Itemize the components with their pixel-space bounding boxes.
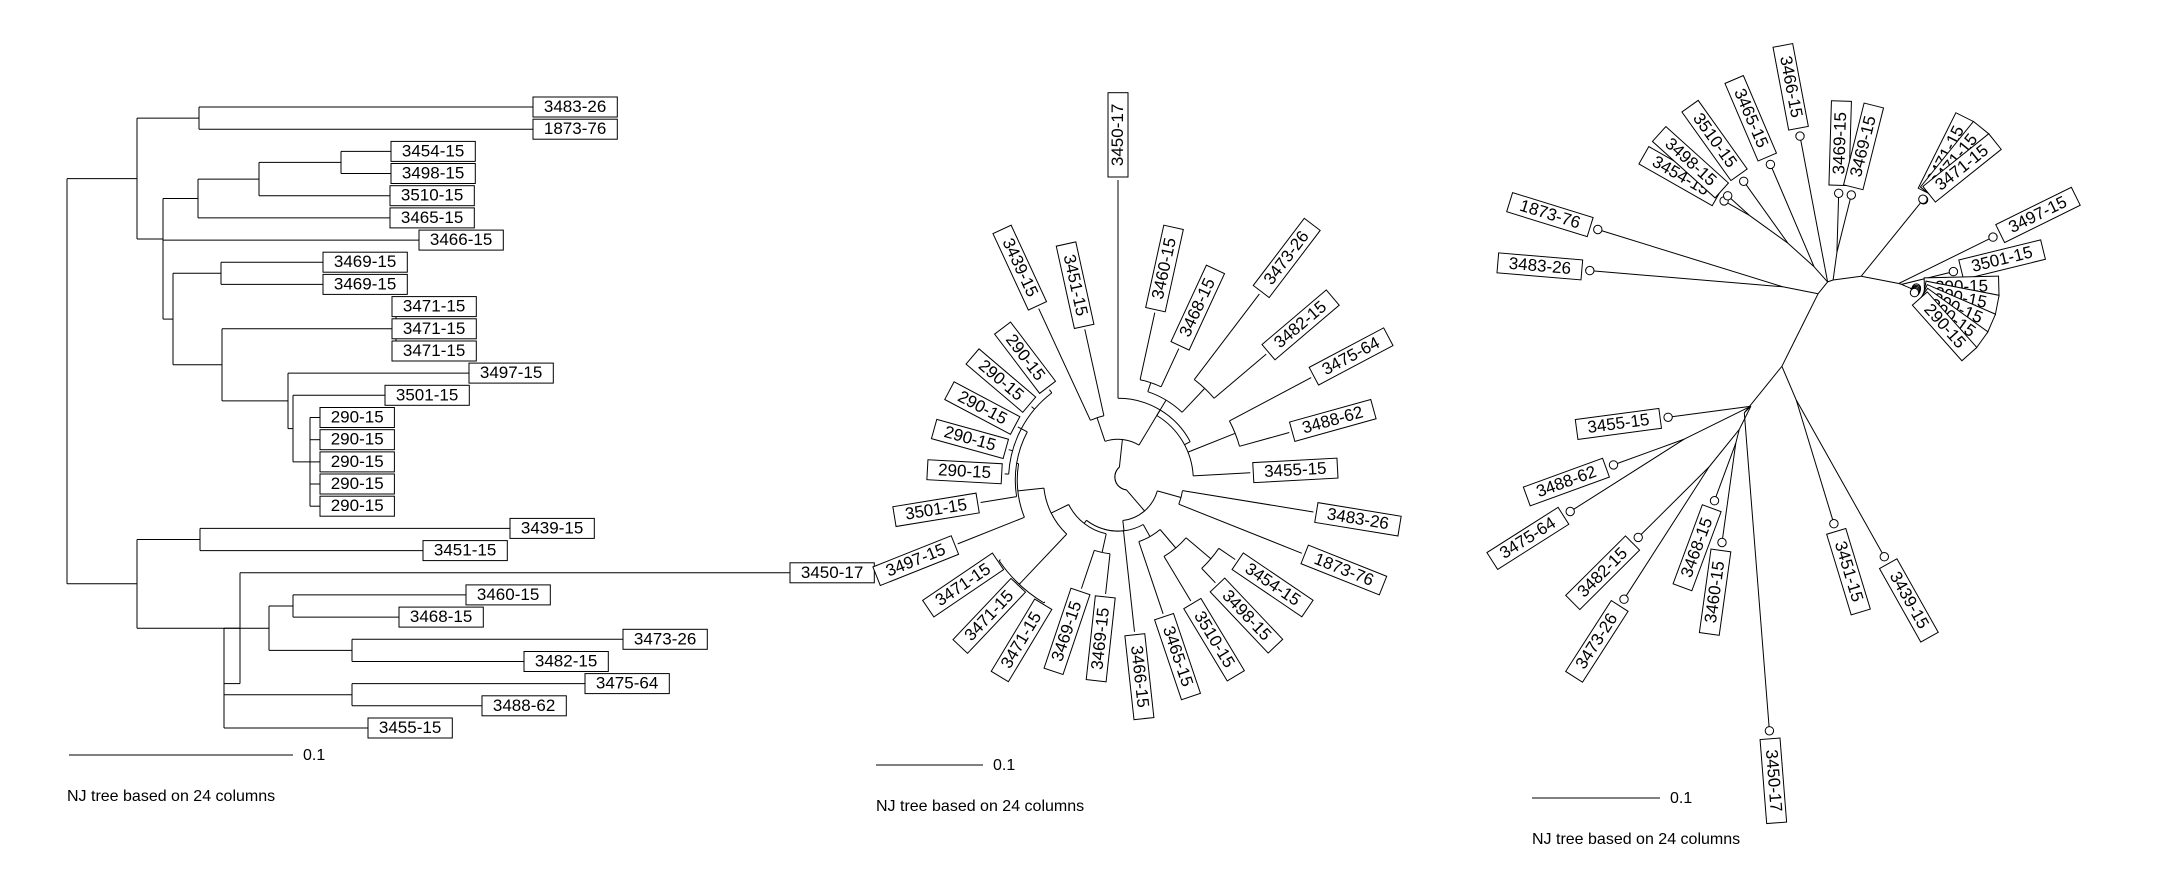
svg-text:290-15: 290-15 (331, 496, 384, 515)
svg-text:3473-26: 3473-26 (634, 629, 696, 648)
svg-text:290-15: 290-15 (331, 474, 384, 493)
svg-text:3510-15: 3510-15 (401, 186, 463, 205)
svg-text:3450-17: 3450-17 (1108, 104, 1127, 166)
svg-text:3482-15: 3482-15 (535, 652, 597, 671)
svg-text:3451-15: 3451-15 (434, 541, 496, 560)
svg-text:3471-15: 3471-15 (403, 297, 465, 316)
svg-text:NJ tree based on 24 columns: NJ tree based on 24 columns (876, 798, 1084, 815)
svg-text:1873-76: 1873-76 (544, 119, 606, 138)
svg-text:3454-15: 3454-15 (402, 141, 464, 160)
svg-text:NJ tree based on 24 columns: NJ tree based on 24 columns (67, 788, 275, 805)
svg-text:290-15: 290-15 (331, 408, 384, 427)
svg-text:290-15: 290-15 (331, 430, 384, 449)
svg-text:290-15: 290-15 (331, 452, 384, 471)
svg-text:3471-15: 3471-15 (403, 341, 465, 360)
svg-text:3488-62: 3488-62 (493, 696, 555, 715)
svg-text:0.1: 0.1 (303, 747, 325, 764)
svg-text:3483-26: 3483-26 (544, 97, 606, 116)
svg-text:3466-15: 3466-15 (430, 230, 492, 249)
svg-text:290-15: 290-15 (938, 460, 992, 482)
svg-text:3469-15: 3469-15 (1829, 112, 1850, 175)
svg-text:3460-15: 3460-15 (477, 585, 539, 604)
svg-text:3455-15: 3455-15 (379, 718, 441, 737)
svg-text:3465-15: 3465-15 (401, 208, 463, 227)
svg-text:3475-64: 3475-64 (596, 674, 658, 693)
svg-text:3468-15: 3468-15 (410, 607, 472, 626)
svg-text:3501-15: 3501-15 (396, 385, 458, 404)
svg-text:3471-15: 3471-15 (403, 319, 465, 338)
svg-text:NJ tree based on 24 columns: NJ tree based on 24 columns (1532, 831, 1740, 848)
svg-text:3439-15: 3439-15 (521, 518, 583, 537)
svg-text:3469-15: 3469-15 (334, 252, 396, 271)
svg-text:3497-15: 3497-15 (480, 363, 542, 382)
svg-text:3455-15: 3455-15 (1264, 459, 1327, 481)
svg-text:0.1: 0.1 (993, 757, 1015, 774)
svg-text:3469-15: 3469-15 (334, 274, 396, 293)
svg-text:3450-17: 3450-17 (801, 563, 863, 582)
svg-text:3498-15: 3498-15 (402, 164, 464, 183)
svg-text:0.1: 0.1 (1670, 790, 1692, 807)
